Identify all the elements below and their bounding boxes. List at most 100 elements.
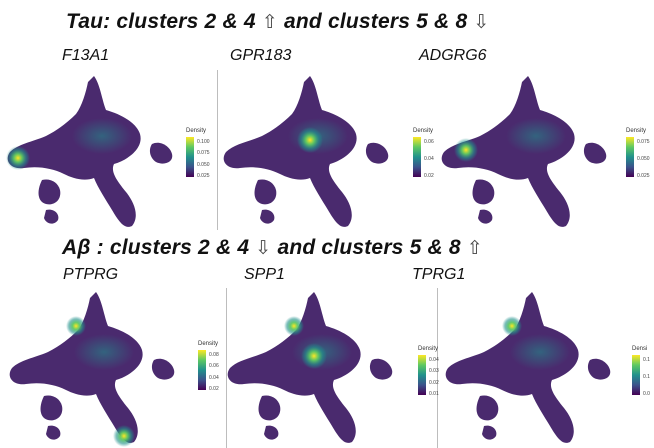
density-glow [510, 334, 570, 370]
gene-label-gpr183: GPR183 [230, 47, 292, 64]
legend-color-bar [626, 137, 634, 177]
umap-main-cluster [7, 76, 141, 227]
legend-tick-label: 0.100 [197, 139, 210, 145]
umap-small-cluster [260, 209, 275, 224]
legend-tick-label: 0.050 [197, 161, 210, 168]
umap-density-plot [441, 76, 607, 227]
umap-cluster-shape [9, 292, 175, 447]
legend-title: Density [626, 128, 647, 134]
legend-title: Density [413, 128, 434, 134]
density-glow [72, 118, 132, 154]
legend-tick-label: 0.01 [429, 391, 439, 397]
umap-small-cluster [478, 209, 493, 224]
legend-tick-label: 0.075 [637, 139, 650, 145]
legend-tick-label: 0.04 [209, 374, 219, 381]
legend-color-bar [413, 137, 421, 177]
legend-tick-label: 0.1 [643, 374, 650, 380]
umap-cluster-shape [223, 76, 389, 227]
legend-tick-label: 0.0 [643, 391, 650, 397]
panel-divider [217, 70, 218, 230]
up-arrow-icon: ⇧ [261, 11, 278, 33]
legend-title: Densi [632, 346, 648, 352]
density-glow [74, 334, 134, 370]
density-hotspot [297, 127, 323, 153]
umap-island-cluster [587, 358, 611, 380]
density-glow [506, 118, 566, 154]
umap-island-cluster [365, 142, 389, 164]
umap-island-cluster [369, 358, 393, 380]
umap-small-cluster [476, 395, 499, 421]
gene-label-spp1: SPP1 [244, 266, 285, 283]
legend-tick-label: 0.025 [637, 173, 650, 179]
gene-label-tprg1: TPRG1 [412, 266, 466, 283]
panel-divider [226, 288, 227, 448]
umap-small-cluster [46, 425, 61, 440]
umap-small-cluster [38, 179, 61, 205]
umap-small-cluster [40, 395, 63, 421]
legend-tick-label: 0.04 [424, 156, 434, 162]
umap-cluster-shape [445, 292, 611, 443]
umap-small-cluster [264, 425, 279, 440]
legend-tick-label: 0.06 [209, 363, 219, 370]
legend-title: Density [418, 346, 439, 352]
up-arrow-icon: ⇧ [466, 237, 483, 259]
legend-tick-label: 0.1 [643, 357, 650, 363]
legend-tick-label: 0.025 [197, 173, 210, 179]
gene-label-adgrg6: ADGRG6 [419, 47, 487, 64]
legend-tick-label: 0.06 [424, 139, 434, 145]
umap-cluster-shape [441, 76, 607, 227]
umap-density-plot [445, 292, 611, 443]
legend-tick-label: 0.08 [209, 352, 219, 358]
heading-tau-label: Tau: clusters 2 & 4 [66, 10, 256, 33]
umap-cluster-shape [227, 292, 393, 443]
legend-title: Density [186, 128, 207, 134]
umap-cluster-shape [6, 76, 173, 227]
gene-label-ptprg: PTPRG [63, 266, 119, 283]
umap-island-cluster [583, 142, 607, 164]
legend-title: Density [198, 341, 219, 347]
legend-color-bar [198, 350, 206, 390]
legend-color-bar [418, 355, 426, 395]
legend-tick-label: 0.03 [429, 368, 439, 375]
down-arrow-icon: ⇩ [473, 11, 490, 33]
legend-tick-label: 0.02 [429, 379, 439, 386]
umap-island-cluster [149, 142, 173, 164]
legend-color-bar [186, 137, 194, 177]
umap-density-plot [9, 292, 175, 447]
down-arrow-icon: ⇩ [255, 237, 272, 259]
heading-abeta: Aβ : clusters 2 & 4 ⇩ and clusters 5 & 8… [62, 236, 483, 260]
umap-density-plot [227, 292, 393, 443]
heading-tau-mid: and clusters 5 & 8 [283, 10, 468, 33]
heading-abeta-label: Aβ : clusters 2 & 4 [62, 236, 250, 259]
umap-small-cluster [258, 395, 281, 421]
umap-island-cluster [151, 358, 175, 380]
umap-density-plot [6, 76, 173, 227]
legend-tick-label: 0.075 [197, 150, 210, 157]
gene-label-f13a1: F13A1 [62, 47, 110, 64]
density-hotspot [284, 316, 304, 336]
umap-main-cluster [223, 76, 357, 227]
umap-small-cluster [44, 209, 59, 224]
density-hotspot [502, 316, 522, 336]
legend-tick-label: 0.02 [424, 173, 434, 179]
umap-density-plot [223, 76, 389, 227]
density-hotspot [6, 146, 30, 170]
density-hotspot [454, 138, 478, 162]
legend-tick-label: 0.050 [637, 156, 650, 162]
legend-color-bar [632, 355, 640, 395]
umap-small-cluster [472, 179, 495, 205]
umap-main-cluster [445, 292, 579, 443]
legend-tick-label: 0.02 [209, 386, 219, 392]
heading-tau: Tau: clusters 2 & 4 ⇧ and clusters 5 & 8… [66, 10, 490, 34]
legend-tick-label: 0.04 [429, 357, 439, 363]
density-hotspot [301, 343, 327, 369]
umap-small-cluster [482, 425, 497, 440]
umap-main-cluster [441, 76, 575, 227]
heading-abeta-mid: and clusters 5 & 8 [277, 236, 461, 259]
density-hotspot [113, 425, 135, 447]
panel-divider [437, 288, 438, 448]
density-hotspot [66, 316, 86, 336]
umap-small-cluster [254, 179, 277, 205]
umap-main-cluster [9, 292, 143, 443]
umap-main-cluster [227, 292, 361, 443]
